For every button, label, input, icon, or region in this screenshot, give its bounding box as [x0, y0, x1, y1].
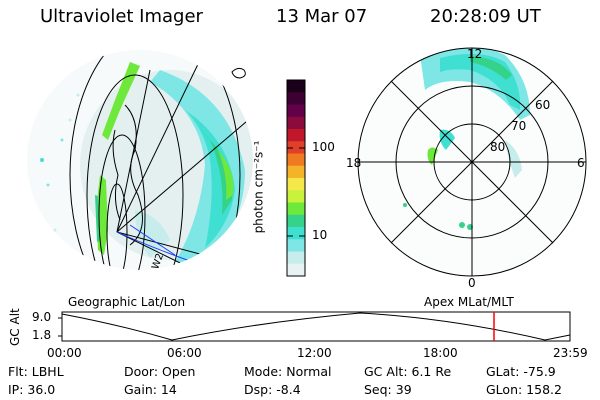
altitude-ytick-low: 1.8: [32, 328, 52, 342]
altitude-plot: [58, 311, 571, 342]
colorbar-segment: [287, 129, 305, 142]
colorbar-segment: [287, 116, 305, 130]
mlt-label-0: 0: [468, 276, 476, 290]
info-seq: Seq: 39: [364, 382, 412, 397]
mlt-label-18: 18: [346, 156, 362, 170]
colorbar-segment: [287, 263, 305, 277]
colorbar: [287, 80, 305, 277]
info-mode: Mode: Normal: [244, 364, 332, 379]
date-label: 13 Mar 07: [276, 6, 368, 27]
colorbar-segment: [287, 178, 305, 191]
info-flt: Flt: LBHL: [8, 364, 64, 379]
colorbar-segment: [287, 153, 305, 167]
colorbar-tick-10: 10: [312, 228, 328, 242]
info-gc-alt: GC Alt: 6.1 Re: [364, 364, 452, 379]
xtick-0000: 00:00: [47, 346, 82, 360]
xtick-1200: 12:00: [297, 346, 332, 360]
colorbar-tick-100: 100: [312, 140, 335, 154]
mlt-label-12: 12: [467, 47, 483, 61]
altitude-ylabel: GC Alt: [8, 308, 22, 346]
colorbar-unit-label: photon cm⁻²s⁻¹: [251, 140, 266, 234]
info-door: Door: Open: [124, 364, 196, 379]
xtick-1800: 18:00: [423, 346, 458, 360]
colorbar-segment: [287, 214, 305, 228]
geo-panel-label: Geographic Lat/Lon: [68, 295, 186, 309]
info-glat: GLat: -75.9: [486, 364, 556, 379]
mlat-label-70: 70: [511, 119, 527, 133]
colorbar-segment: [287, 227, 305, 240]
mlt-label-6: 6: [577, 156, 585, 170]
colorbar-segment: [287, 190, 305, 203]
apex-grid: [357, 47, 587, 277]
apex-panel-label: Apex MLat/MLT: [424, 295, 514, 309]
colorbar-segment: [287, 141, 305, 154]
info-ip: IP: 36.0: [8, 382, 56, 397]
colorbar-segment: [287, 202, 305, 216]
info-dsp: Dsp: -8.4: [244, 382, 301, 397]
instrument-title: Ultraviolet Imager: [40, 6, 203, 27]
info-gain: Gain: 14: [124, 382, 177, 397]
colorbar-segment: [287, 165, 305, 179]
colorbar-segment: [287, 104, 305, 118]
colorbar-segment: [287, 80, 305, 93]
xtick-0600: 06:00: [167, 346, 202, 360]
colorbar-segment: [287, 92, 305, 105]
geographic-image: [27, 50, 253, 270]
mlat-label-60: 60: [535, 98, 551, 112]
info-glon: GLon: 158.2: [486, 382, 562, 397]
xtick-2359: 23:59: [553, 346, 588, 360]
altitude-ytick-high: 9.0: [32, 310, 52, 324]
colorbar-segment: [287, 239, 305, 252]
mlat-label-80: 80: [490, 140, 506, 154]
colorbar-segment: [287, 251, 305, 265]
time-label: 20:28:09 UT: [430, 6, 541, 27]
